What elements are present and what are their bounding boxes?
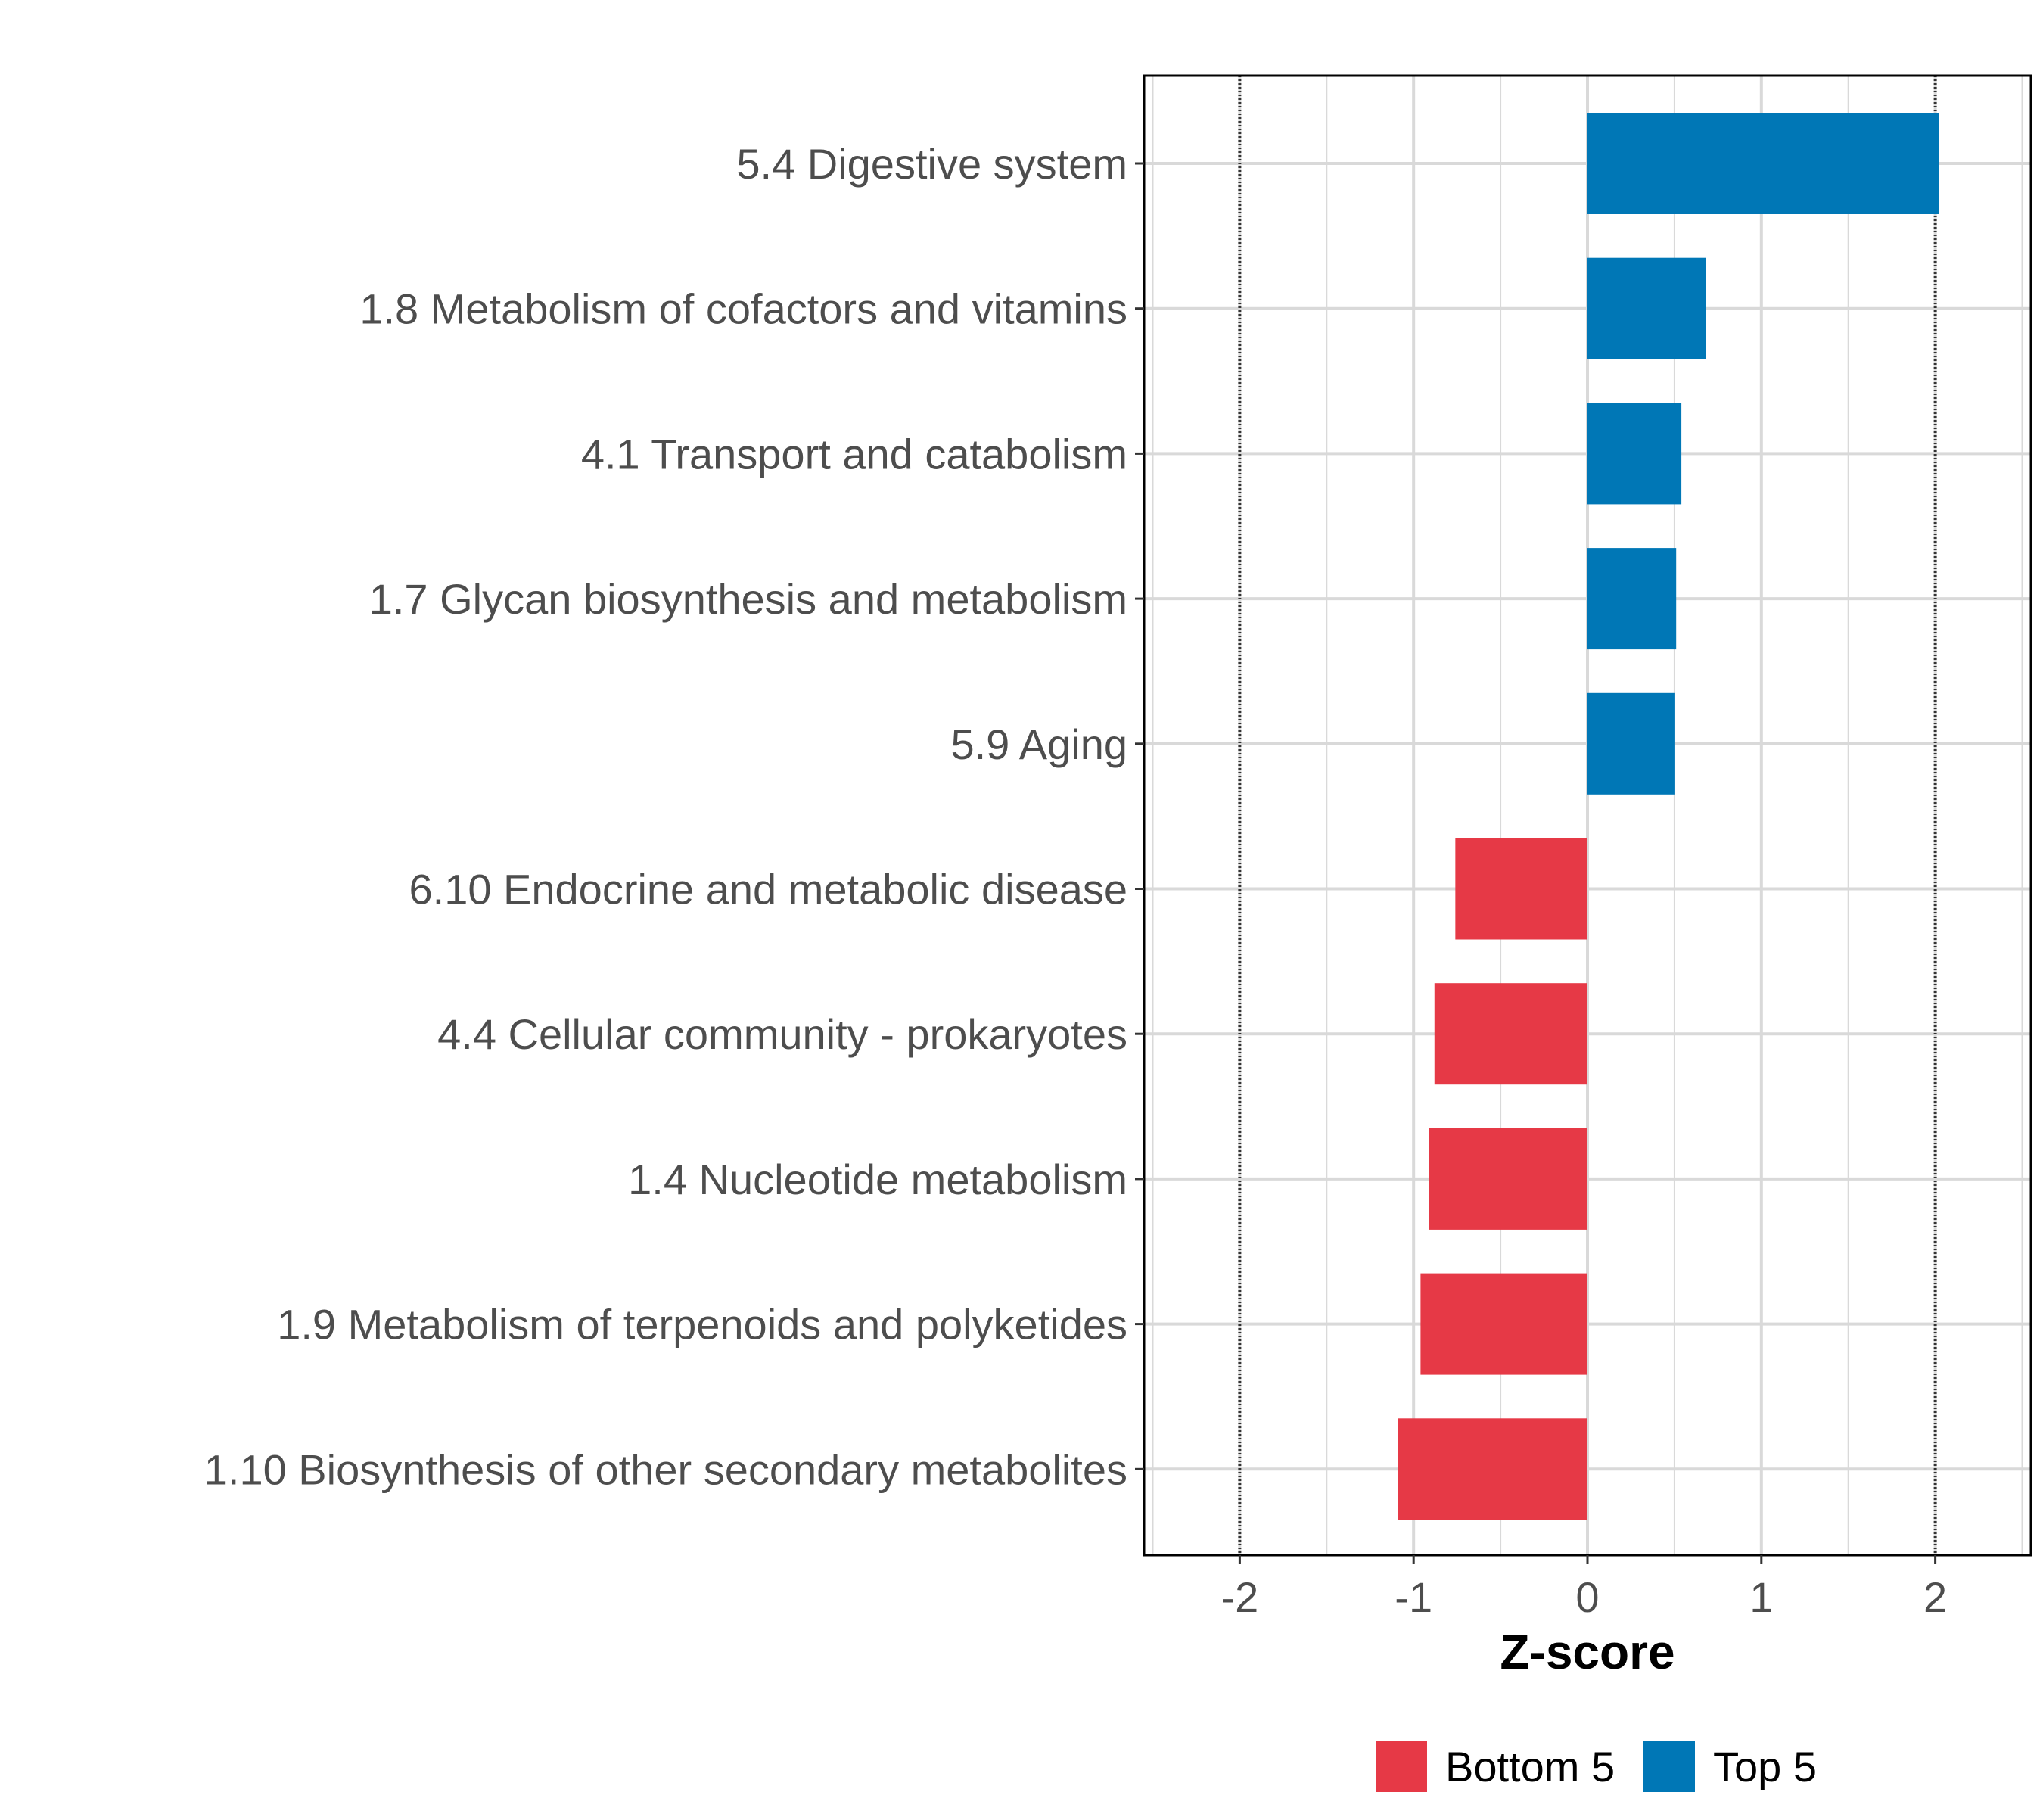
y-tick-label: 5.4 Digestive system — [736, 140, 1127, 188]
bar — [1455, 838, 1587, 940]
bars — [1398, 113, 1939, 1520]
legend-swatch — [1376, 1741, 1427, 1792]
x-tick-label: 1 — [1749, 1573, 1773, 1621]
bar — [1420, 1273, 1587, 1375]
bar — [1398, 1418, 1587, 1520]
y-tick-label: 1.4 Nucleotide metabolism — [628, 1156, 1127, 1203]
bar — [1587, 548, 1677, 650]
bar — [1587, 113, 1939, 214]
y-tick-label: 6.10 Endocrine and metabolic disease — [409, 866, 1127, 913]
y-tick-label: 4.4 Cellular community - prokaryotes — [437, 1010, 1127, 1058]
y-tick-label: 1.9 Metabolism of terpenoids and polyket… — [277, 1301, 1127, 1349]
y-tick-label: 5.9 Aging — [950, 720, 1127, 768]
x-axis-title: Z-score — [1500, 1625, 1675, 1679]
legend: Bottom 5 Top 5 — [1376, 1741, 1817, 1792]
y-tick-label: 1.7 Glycan biosynthesis and metabolism — [369, 575, 1127, 623]
y-axis: 5.4 Digestive system 1.8 Metabolism of co… — [204, 140, 1144, 1493]
bar — [1434, 983, 1587, 1085]
bar — [1587, 257, 1706, 359]
y-tick-label: 1.10 Biosynthesis of other secondary met… — [204, 1445, 1127, 1493]
y-tick-label: 1.8 Metabolism of cofactors and vitamins — [359, 285, 1127, 333]
y-tick-label: 4.1 Transport and catabolism — [581, 430, 1127, 478]
legend-label: Bottom 5 — [1445, 1743, 1615, 1790]
x-axis: -2 -1 0 1 2 — [1221, 1555, 1947, 1621]
bar — [1587, 692, 1675, 795]
legend-label: Top 5 — [1713, 1743, 1817, 1790]
reference-lines — [1238, 76, 1937, 1555]
legend-swatch — [1643, 1741, 1695, 1792]
bar — [1429, 1128, 1587, 1230]
x-tick-label: 2 — [1923, 1573, 1947, 1621]
x-tick-label: -1 — [1395, 1573, 1432, 1621]
x-tick-label: 0 — [1575, 1573, 1599, 1621]
x-tick-label: -2 — [1221, 1573, 1258, 1621]
bar — [1587, 403, 1682, 505]
